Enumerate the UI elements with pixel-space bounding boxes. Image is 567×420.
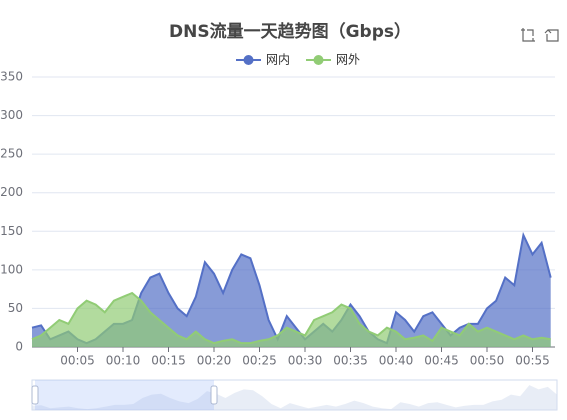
x-tick-label: 00:20	[197, 354, 232, 368]
legend-marker	[243, 55, 254, 65]
y-tick-label: 100	[0, 262, 23, 276]
toolbox[interactable]	[521, 28, 559, 42]
area	[32, 235, 551, 347]
zoom-icon[interactable]	[521, 28, 535, 42]
y-tick-label: 150	[0, 224, 23, 238]
chart-title: DNS流量一天趋势图（Gbps）	[169, 21, 411, 42]
x-tick-label: 00:45	[424, 354, 459, 368]
zoom-window[interactable]	[35, 380, 214, 410]
x-tick-label: 00:40	[379, 354, 414, 368]
legend-marker	[313, 55, 324, 65]
x-tick-label: 00:55	[515, 354, 550, 368]
y-tick-label: 350	[0, 70, 23, 84]
x-tick-label: 00:50	[470, 354, 505, 368]
y-tick-label: 200	[0, 185, 23, 199]
y-tick-label: 50	[8, 301, 23, 315]
x-tick-label: 00:15	[151, 354, 186, 368]
y-tick-label: 300	[0, 108, 23, 122]
legend-label: 网外	[336, 53, 360, 67]
x-tick-label: 00:05	[60, 354, 95, 368]
data-zoom[interactable]	[31, 379, 558, 411]
y-tick-label: 250	[0, 147, 23, 161]
zoom-preview	[32, 385, 557, 410]
legend-label: 网内	[266, 53, 290, 67]
x-tick-label: 00:30	[288, 354, 323, 368]
x-tick-label: 00:25	[242, 354, 277, 368]
restore-icon[interactable]	[544, 29, 559, 42]
line	[31, 291, 551, 345]
zoom-handle[interactable]	[31, 385, 39, 405]
y-tick-label: 0	[15, 340, 23, 354]
x-tick-label: 00:10	[106, 354, 141, 368]
zoom-handle[interactable]	[210, 385, 218, 405]
x-tick-label: 00:35	[333, 354, 368, 368]
area	[32, 293, 551, 347]
